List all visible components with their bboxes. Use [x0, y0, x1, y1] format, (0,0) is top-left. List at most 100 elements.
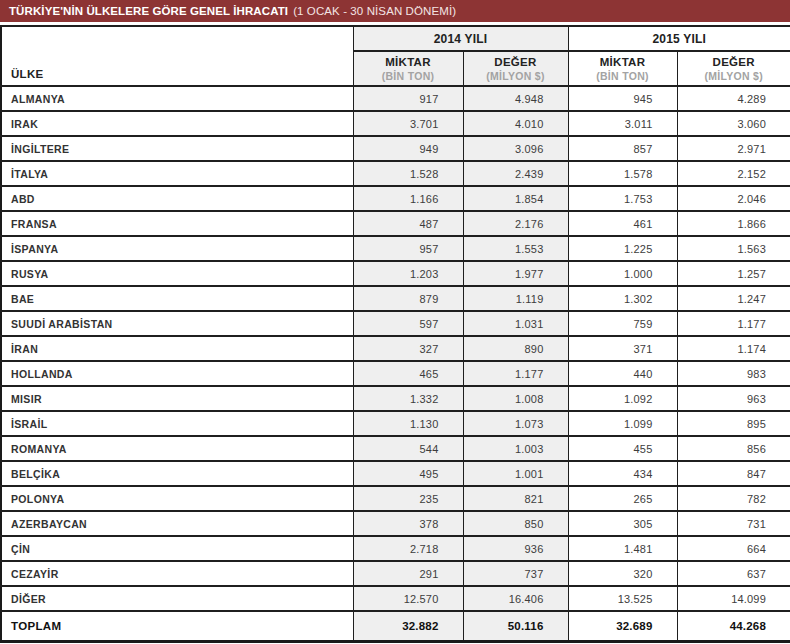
cell-2014-quantity: 495	[353, 461, 463, 486]
cell-2014-value: 1.177	[463, 361, 568, 386]
cell-2015-value: 2.152	[677, 161, 790, 186]
cell-2015-value: 4.289	[677, 86, 790, 111]
total-2014-quantity: 32.882	[353, 611, 463, 641]
cell-2014-quantity: 327	[353, 336, 463, 361]
table-row: CEZAYİR 291 737 320 637	[1, 561, 790, 586]
cell-2014-quantity: 487	[353, 211, 463, 236]
table-row: HOLLANDA 465 1.177 440 983	[1, 361, 790, 386]
header-row-years: ÜLKE 2014 YILI 2015 YILI	[1, 26, 790, 51]
col-header-2015-quantity: MİKTAR (BİN TON)	[568, 51, 677, 86]
table-row: ÇİN 2.718 936 1.481 664	[1, 536, 790, 561]
cell-2014-value: 890	[463, 336, 568, 361]
cell-2015-quantity: 305	[568, 511, 677, 536]
table-row: ABD 1.166 1.854 1.753 2.046	[1, 186, 790, 211]
total-label: TOPLAM	[1, 611, 353, 641]
table-row: FRANSA 487 2.176 461 1.866	[1, 211, 790, 236]
country-name: HOLLANDA	[1, 361, 353, 386]
cell-2014-quantity: 597	[353, 311, 463, 336]
table-row: İSRAİL 1.130 1.073 1.099 895	[1, 411, 790, 436]
quantity-unit-label: (BİN TON)	[569, 70, 677, 82]
cell-2014-value: 936	[463, 536, 568, 561]
table-body: ALMANYA 917 4.948 945 4.289 IRAK 3.701 4…	[1, 86, 790, 611]
country-name: İRAN	[1, 336, 353, 361]
cell-2014-value: 1.854	[463, 186, 568, 211]
cell-2014-quantity: 1.130	[353, 411, 463, 436]
table-row: IRAK 3.701 4.010 3.011 3.060	[1, 111, 790, 136]
table-row: BAE 879 1.119 1.302 1.247	[1, 286, 790, 311]
cell-2015-quantity: 1.000	[568, 261, 677, 286]
total-2015-quantity: 32.689	[568, 611, 677, 641]
cell-2015-quantity: 945	[568, 86, 677, 111]
cell-2014-value: 737	[463, 561, 568, 586]
table-row: POLONYA 235 821 265 782	[1, 486, 790, 511]
cell-2015-quantity: 1.753	[568, 186, 677, 211]
cell-2014-value: 16.406	[463, 586, 568, 611]
cell-2015-value: 1.563	[677, 236, 790, 261]
cell-2015-quantity: 1.225	[568, 236, 677, 261]
cell-2015-value: 983	[677, 361, 790, 386]
table-row: MISIR 1.332 1.008 1.092 963	[1, 386, 790, 411]
cell-2014-value: 3.096	[463, 136, 568, 161]
cell-2014-value: 4.948	[463, 86, 568, 111]
cell-2014-value: 1.001	[463, 461, 568, 486]
table-row: ROMANYA 544 1.003 455 856	[1, 436, 790, 461]
country-name: BAE	[1, 286, 353, 311]
cell-2015-value: 731	[677, 511, 790, 536]
cell-2014-value: 1.119	[463, 286, 568, 311]
cell-2015-value: 1.257	[677, 261, 790, 286]
total-row: TOPLAM 32.882 50.116 32.689 44.268	[1, 611, 790, 641]
country-name: BELÇİKA	[1, 461, 353, 486]
cell-2015-value: 856	[677, 436, 790, 461]
cell-2015-value: 3.060	[677, 111, 790, 136]
cell-2015-quantity: 265	[568, 486, 677, 511]
cell-2015-value: 782	[677, 486, 790, 511]
cell-2015-value: 963	[677, 386, 790, 411]
country-name: ABD	[1, 186, 353, 211]
table-row: BELÇİKA 495 1.001 434 847	[1, 461, 790, 486]
cell-2015-quantity: 1.092	[568, 386, 677, 411]
col-header-2014-value: DEĞER (MİLYON $)	[463, 51, 568, 86]
cell-2015-quantity: 3.011	[568, 111, 677, 136]
country-name: CEZAYİR	[1, 561, 353, 586]
cell-2015-value: 847	[677, 461, 790, 486]
cell-2014-value: 4.010	[463, 111, 568, 136]
quantity-label: MİKTAR	[569, 56, 677, 69]
cell-2015-quantity: 1.481	[568, 536, 677, 561]
country-name: ALMANYA	[1, 86, 353, 111]
col-header-year-2015: 2015 YILI	[568, 26, 790, 51]
value-unit-label: (MİLYON $)	[464, 70, 568, 82]
cell-2015-quantity: 1.099	[568, 411, 677, 436]
cell-2015-value: 14.099	[677, 586, 790, 611]
cell-2015-value: 2.971	[677, 136, 790, 161]
cell-2014-value: 821	[463, 486, 568, 511]
cell-2014-quantity: 544	[353, 436, 463, 461]
cell-2014-quantity: 957	[353, 236, 463, 261]
country-name: IRAK	[1, 111, 353, 136]
title-period: (1 OCAK - 30 NİSAN DÖNEMİ)	[293, 5, 456, 17]
col-header-country: ÜLKE	[1, 26, 353, 86]
country-name: İNGİLTERE	[1, 136, 353, 161]
table-row: İRAN 327 890 371 1.174	[1, 336, 790, 361]
cell-2015-quantity: 371	[568, 336, 677, 361]
table-row: AZERBAYCAN 378 850 305 731	[1, 511, 790, 536]
cell-2015-value: 2.046	[677, 186, 790, 211]
table-row: SUUDİ ARABİSTAN 597 1.031 759 1.177	[1, 311, 790, 336]
country-name: AZERBAYCAN	[1, 511, 353, 536]
cell-2015-value: 1.174	[677, 336, 790, 361]
page-title: TÜRKİYE'NİN ÜLKELERE GÖRE GENEL İHRACATI	[9, 5, 288, 17]
cell-2015-quantity: 1.578	[568, 161, 677, 186]
cell-2015-value: 637	[677, 561, 790, 586]
table-row: DİĞER 12.570 16.406 13.525 14.099	[1, 586, 790, 611]
cell-2015-quantity: 455	[568, 436, 677, 461]
cell-2014-quantity: 1.166	[353, 186, 463, 211]
country-name: ÇİN	[1, 536, 353, 561]
cell-2014-quantity: 12.570	[353, 586, 463, 611]
cell-2014-quantity: 1.332	[353, 386, 463, 411]
country-name: POLONYA	[1, 486, 353, 511]
cell-2014-quantity: 235	[353, 486, 463, 511]
cell-2014-quantity: 1.203	[353, 261, 463, 286]
cell-2014-quantity: 2.718	[353, 536, 463, 561]
value-unit-label: (MİLYON $)	[678, 70, 790, 82]
total-2015-value: 44.268	[677, 611, 790, 641]
cell-2014-quantity: 917	[353, 86, 463, 111]
